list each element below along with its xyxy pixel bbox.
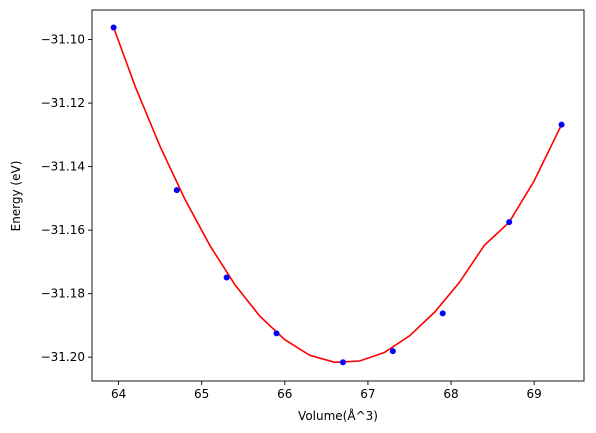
- data-point: [223, 274, 230, 281]
- x-axis-label: Volume(Å^3): [298, 408, 378, 423]
- x-tick-label: 68: [443, 387, 458, 401]
- x-tick-label: 66: [277, 387, 292, 401]
- data-point: [110, 24, 117, 31]
- data-point: [558, 121, 565, 128]
- data-point: [273, 330, 280, 337]
- data-point: [439, 310, 446, 317]
- y-tick-label: −31.18: [41, 287, 85, 301]
- data-point: [173, 187, 180, 194]
- plot-frame: [91, 9, 585, 382]
- y-tick-label: −31.12: [41, 96, 85, 110]
- x-tick-label: 67: [360, 387, 375, 401]
- plot-area: [91, 9, 585, 382]
- y-tick-label: −31.20: [41, 350, 85, 364]
- data-point: [506, 219, 513, 226]
- y-axis: −31.20 −31.18 −31.16 −31.14 −31.12 −31.10: [41, 33, 92, 364]
- x-tick-label: 64: [111, 387, 126, 401]
- data-point: [389, 348, 396, 355]
- y-tick-label: −31.14: [41, 160, 85, 174]
- x-tick-label: 69: [526, 387, 541, 401]
- x-tick-label: 65: [194, 387, 209, 401]
- fit-curve-line: [112, 27, 563, 364]
- y-tick-label: −31.10: [41, 33, 85, 47]
- data-point: [339, 359, 346, 366]
- x-axis: 64 65 66 67 68 69: [111, 381, 542, 401]
- y-axis-label: Energy (eV): [9, 161, 23, 232]
- y-tick-label: −31.16: [41, 223, 85, 237]
